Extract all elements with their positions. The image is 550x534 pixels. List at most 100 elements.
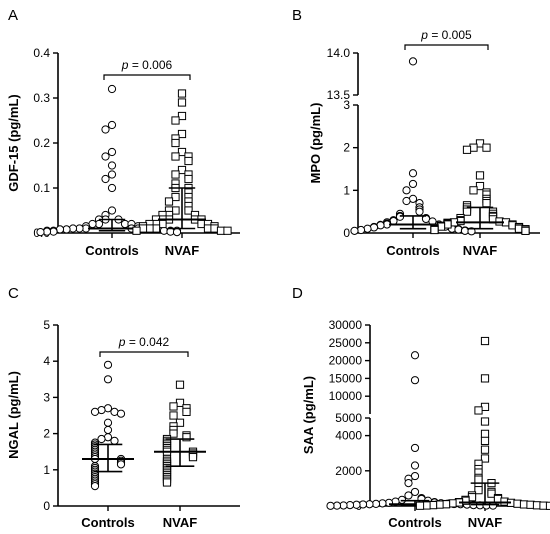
y-tick-label-a-4: 0.4 — [33, 46, 50, 60]
point-b-1-4 — [475, 171, 485, 180]
point-d-1-41 — [415, 501, 425, 510]
point-a-1-4 — [177, 129, 187, 139]
point-a-0-3 — [107, 147, 117, 157]
point-c-1-9 — [169, 429, 178, 438]
p-value-symbol-a: p — [121, 58, 129, 72]
point-b-1-43 — [521, 226, 530, 235]
point-c-1-23 — [188, 453, 198, 462]
y-tick-label-c-2: 2 — [43, 427, 50, 441]
panel-letter-d: D — [292, 285, 303, 302]
point-a-1-12 — [171, 170, 180, 179]
point-c-0-25 — [116, 460, 126, 469]
point-a-1-7 — [177, 147, 187, 157]
point-d-0-8 — [404, 491, 413, 500]
x-tick-label-a-1: NVAF — [165, 243, 199, 258]
point-d-0-0 — [410, 351, 420, 360]
point-a-1-11 — [177, 165, 187, 175]
point-d-1-6 — [480, 436, 490, 445]
point-c-1-0 — [175, 380, 185, 389]
point-b-0-9 — [415, 207, 424, 216]
point-a-1-6 — [171, 138, 180, 148]
point-d-0-7 — [410, 487, 420, 497]
point-a-0-6 — [107, 170, 117, 179]
point-c-0-7 — [103, 418, 113, 427]
significance-bracket-b — [404, 44, 489, 50]
point-c-1-5 — [169, 411, 178, 420]
point-a-0-8 — [107, 183, 117, 193]
point-a-1-49 — [223, 226, 232, 235]
point-b-0-0 — [408, 57, 418, 66]
x-tick-label-a-0: Controls — [85, 243, 138, 258]
y-tick-label-c-0: 0 — [43, 499, 50, 513]
point-b-1-5 — [475, 181, 485, 191]
point-b-0-2 — [408, 179, 418, 189]
point-d-0-6 — [404, 479, 413, 488]
x-tick-label-b-0: Controls — [386, 243, 439, 258]
y-tick-label-a-1: 0.1 — [33, 181, 50, 195]
y-tick-label-d-1: 2000 — [335, 464, 362, 478]
y-tick-label-c-3: 3 — [43, 390, 50, 404]
y-tick-label-b-4: 13.5 — [327, 88, 351, 102]
point-b-0-3 — [402, 186, 411, 195]
point-d-1-7 — [480, 445, 490, 454]
point-c-0-10 — [97, 434, 106, 444]
y-tick-label-a-3: 0.3 — [33, 91, 50, 105]
p-value-label-c: p = 0.042 — [118, 335, 170, 349]
point-b-1-0 — [475, 139, 485, 148]
significance-bracket-c — [99, 351, 189, 357]
y-tick-label-d-7: 25000 — [329, 336, 363, 350]
point-a-0-5 — [107, 161, 117, 170]
plot-area-c: 0 1 2 3 4 5 Controls NVAF p = 0.042 — [43, 318, 240, 530]
point-c-0-5 — [90, 407, 100, 416]
point-a-0-7 — [101, 174, 110, 184]
point-a-1-14 — [184, 174, 193, 184]
panel-a: A GDF-15 (pg/mL) 0.00.10.20.30.4Controls… — [6, 7, 240, 258]
y-tick-label-c-5: 5 — [43, 318, 50, 332]
y-tick-label-c-4: 4 — [43, 354, 50, 368]
y-tick-label-d-3: 5000 — [335, 411, 362, 425]
point-b-1-6 — [469, 186, 478, 195]
point-d-0-35 — [326, 501, 335, 510]
point-b-0-5 — [402, 196, 411, 206]
point-a-0-1 — [107, 120, 117, 130]
point-a-0-4 — [101, 152, 110, 161]
point-c-1-2 — [169, 402, 178, 411]
point-b-1-41 — [430, 225, 439, 235]
panel-c: C NGAL (pg/mL) 0 1 2 3 4 5 Controls NVAF p = 0.0… — [6, 285, 240, 530]
point-d-1-3 — [474, 406, 483, 415]
point-a-1-10 — [184, 156, 193, 166]
point-c-0-6 — [116, 409, 126, 418]
point-c-1-37 — [162, 478, 172, 487]
y-tick-label-a-2: 0.2 — [33, 136, 50, 150]
point-a-1-8 — [171, 152, 180, 161]
p-value-number-b: = 0.005 — [428, 28, 472, 42]
plot-area-d: 02000400050001000015000200002500030000Co… — [326, 318, 550, 530]
point-a-0-9 — [107, 206, 117, 215]
point-d-0-2 — [410, 443, 420, 453]
point-d-1-18 — [487, 489, 496, 498]
p-value-number-a: = 0.006 — [128, 58, 172, 72]
panel-letter-b: B — [292, 7, 302, 24]
point-b-1-11 — [482, 199, 491, 208]
point-d-0-3 — [410, 461, 420, 470]
point-d-1-0 — [480, 336, 490, 346]
point-a-1-2 — [177, 111, 187, 121]
y-tick-label-d-5: 15000 — [329, 371, 363, 385]
point-d-1-4 — [480, 417, 490, 426]
y-tick-label-d-6: 20000 — [329, 354, 363, 368]
y-tick-label-b-0: 0 — [343, 226, 350, 240]
y-axis-label-a: GDF-15 (pg/mL) — [6, 94, 21, 192]
plot-area-b: 0 1 2 313.5 14.0 Controls NVAF p = 0.005 — [327, 28, 540, 258]
x-tick-label-d-1: NVAF — [468, 515, 502, 530]
y-tick-label-c-1: 1 — [43, 463, 50, 477]
point-c-1-11 — [182, 433, 191, 442]
point-d-1-16 — [474, 486, 483, 495]
point-b-0-31 — [363, 224, 372, 233]
point-d-1-42 — [545, 501, 550, 510]
panel-b: B MPO (pg/mL) 0 1 2 313.5 14.0 Controls NVAF p … — [292, 7, 540, 258]
y-tick-label-b-3: 3 — [343, 98, 350, 112]
point-b-1-2 — [482, 143, 491, 152]
x-tick-label-b-1: NVAF — [463, 243, 497, 258]
